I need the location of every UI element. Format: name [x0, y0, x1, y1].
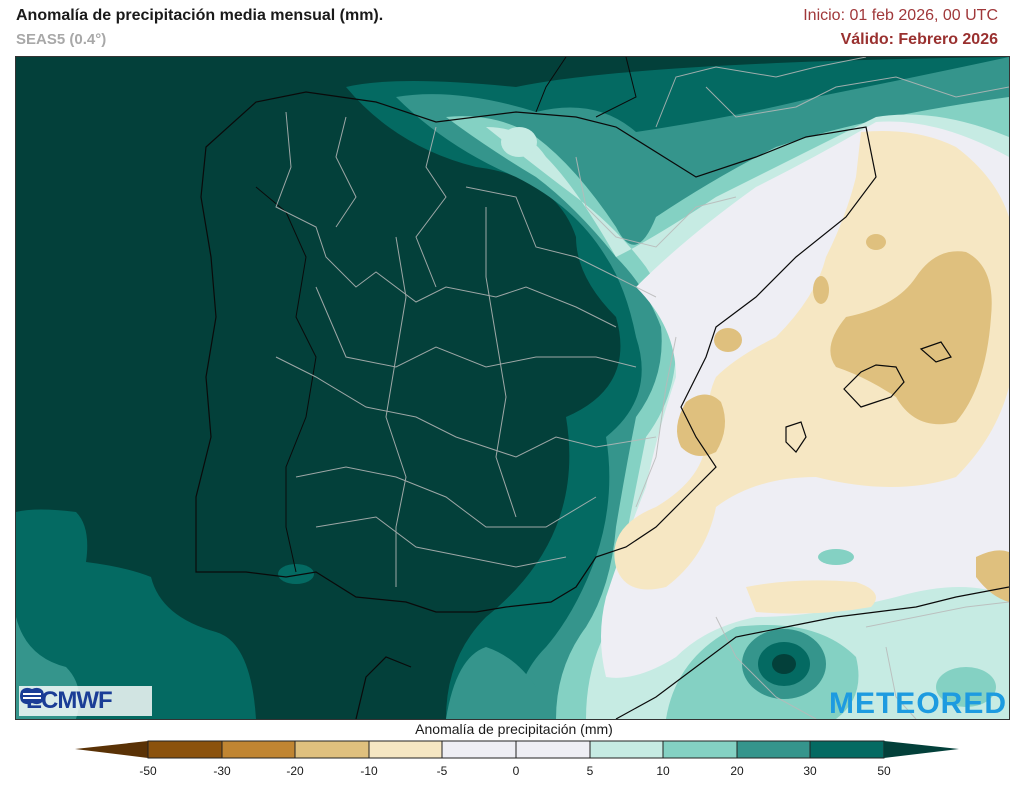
meteored-logo: METEORED	[828, 687, 1007, 720]
colorbar-tick: 10	[656, 764, 670, 778]
colorbar-tick: 5	[586, 764, 594, 778]
ecmwf-logo: ECMWF	[19, 686, 152, 716]
colorbar-tick: 0	[512, 764, 520, 778]
valid-date: Válido: Febrero 2026	[840, 31, 998, 48]
colorbar-title: Anomalía de precipitación (mm)	[415, 721, 613, 737]
init-date: Inicio: 01 feb 2026, 00 UTC	[803, 7, 998, 24]
colorbar-tick: -5	[436, 764, 448, 778]
colorbar-tick: 20	[730, 764, 744, 778]
colorbar-tick: -10	[360, 764, 378, 778]
model-label: SEAS5 (0.4°)	[16, 31, 107, 48]
map-field	[16, 57, 1009, 719]
colorbar-tick: -20	[286, 764, 304, 778]
colorbar	[75, 740, 959, 759]
colorbar-tick: 50	[877, 764, 891, 778]
ecmwf-emblem-icon	[20, 687, 44, 705]
chart-title: Anomalía de precipitación media mensual …	[16, 7, 384, 24]
precipitation-anomaly-map: ECMWF METEORED	[15, 56, 1010, 720]
colorbar-tick: 30	[803, 764, 817, 778]
colorbar-tick: -50	[139, 764, 157, 778]
colorbar-tick: -30	[213, 764, 231, 778]
